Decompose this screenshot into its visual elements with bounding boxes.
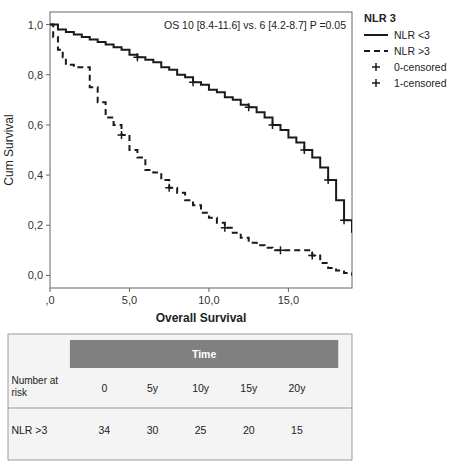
legend-entry: 0-censored [394, 61, 447, 73]
legend-entry: NLR >3 [394, 45, 430, 57]
table-row-label: Number atrisk [11, 375, 58, 398]
table-row-label: NLR >3 [11, 424, 47, 436]
y-tick-label: 0,2 [28, 219, 43, 231]
table-value: 25 [195, 424, 207, 436]
table-header-text: Time [192, 348, 216, 360]
x-axis-label: Overall Survival [156, 311, 247, 325]
table-value: 15 [291, 424, 303, 436]
x-tick-label: 5,0 [122, 294, 137, 306]
chart: ,0 5,0 10,0 15,0 0,0 0,2 0,4 0,6 0,8 1,0 Overall S… [0, 0, 474, 474]
y-tick-label: 1,0 [28, 19, 43, 31]
y-tick-label: 0,4 [28, 169, 43, 181]
y-tick-label: 0,8 [28, 69, 43, 81]
x-tick [208, 288, 209, 292]
table-frame [8, 334, 352, 460]
censored-mark [340, 216, 348, 224]
plot-area [50, 25, 352, 276]
table-column-label: 10y [192, 382, 210, 394]
table-value: 20 [243, 424, 255, 436]
plot-frame [50, 12, 352, 288]
censored-mark [245, 103, 253, 111]
table-value: 30 [147, 424, 159, 436]
legend-symbol [372, 79, 380, 87]
y-tick [46, 175, 50, 176]
censored-mark [308, 251, 316, 259]
legend-symbol [372, 63, 380, 71]
table-column-label: 5y [147, 382, 159, 394]
censored-mark [221, 224, 229, 232]
x-tick-label: 15,0 [278, 294, 299, 306]
x-tick-label: 10,0 [198, 294, 219, 306]
legend-entry: NLR <3 [394, 29, 430, 41]
legend-symbol [364, 50, 388, 52]
table-column-label: 15y [240, 382, 258, 394]
legend-entry: 1-censored [394, 77, 447, 89]
y-tick-label: 0,6 [28, 119, 43, 131]
table-row-label-line: risk [11, 387, 28, 398]
x-tick [129, 288, 130, 292]
table-column-label: 0 [101, 382, 107, 394]
censored-mark [300, 146, 308, 154]
survival-curve [50, 25, 352, 233]
censored-mark [189, 78, 197, 86]
y-axis-label: Cum Survival [2, 114, 16, 185]
y-tick [46, 275, 50, 276]
survival-curve [50, 25, 352, 276]
y-tick-label: 0,0 [28, 269, 43, 281]
table-value: 34 [98, 424, 110, 436]
x-tick [288, 288, 289, 292]
table-separator [8, 408, 352, 409]
annotation-background [161, 17, 349, 33]
y-tick [46, 225, 50, 226]
y-tick [46, 74, 50, 75]
censored-mark [133, 53, 141, 61]
table-row-label-line: Number at [11, 375, 58, 386]
legend-symbol [364, 34, 388, 36]
x-tick [50, 288, 51, 292]
censored-mark [276, 246, 284, 254]
censored-mark [118, 131, 126, 139]
table-column-label: 20y [288, 382, 306, 394]
annotation: OS 10 [8.4-11.6] vs. 6 [4.2-8.7] P =0.05 [164, 19, 346, 31]
table-header [70, 340, 338, 368]
x-tick-label: ,0 [45, 294, 54, 306]
censored-mark [324, 176, 332, 184]
censored-mark [269, 121, 277, 129]
censored-mark [165, 184, 173, 192]
legend-title: NLR 3 [364, 12, 396, 24]
y-tick [46, 24, 50, 25]
y-tick [46, 124, 50, 125]
